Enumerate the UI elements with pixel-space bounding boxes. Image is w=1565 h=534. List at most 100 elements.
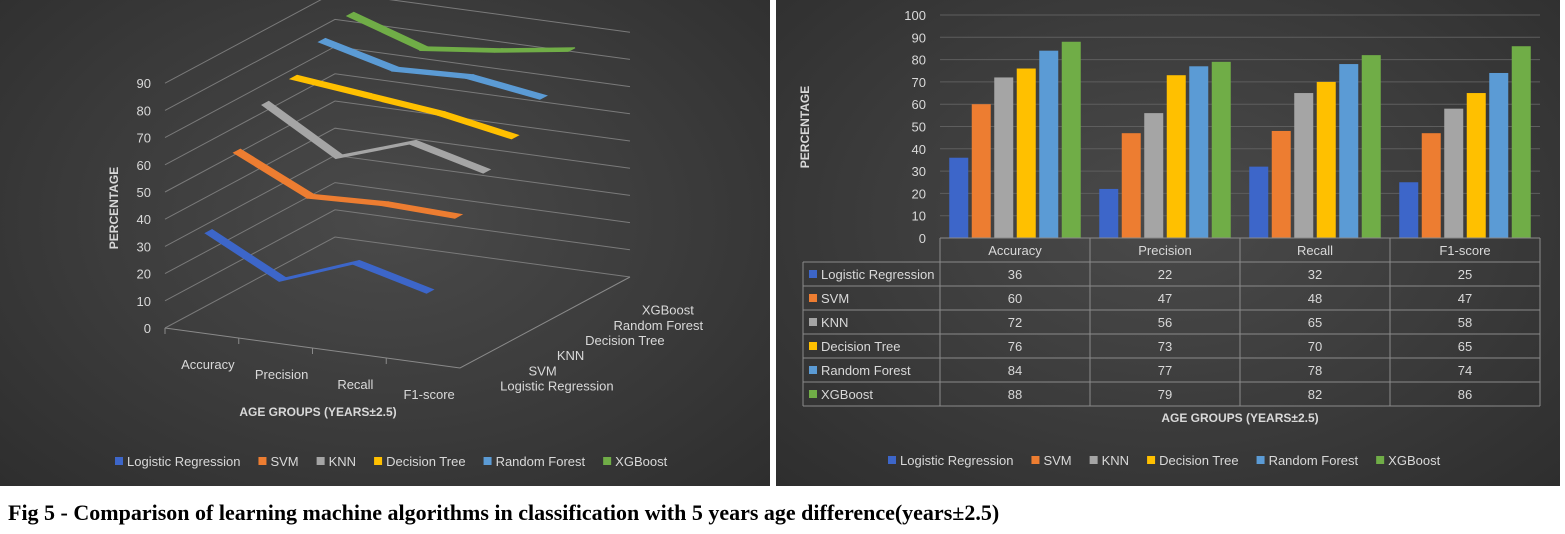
bar bbox=[1144, 113, 1164, 238]
table-cell: 60 bbox=[1008, 291, 1022, 306]
table-row: Random Forest 84 77 78 74 bbox=[809, 363, 1472, 378]
line-segment bbox=[464, 74, 548, 100]
bar bbox=[1016, 68, 1036, 239]
y-tick-label: 30 bbox=[137, 239, 151, 254]
legend-swatch bbox=[888, 456, 896, 464]
table-cell: 79 bbox=[1158, 387, 1172, 402]
table-cell: 78 bbox=[1308, 363, 1322, 378]
legend-label: Decision Tree bbox=[1159, 453, 1238, 468]
line-segment bbox=[232, 148, 316, 199]
gridline bbox=[164, 73, 631, 166]
series-knn bbox=[261, 100, 492, 174]
line-segment bbox=[204, 229, 287, 282]
y-tick-label: 80 bbox=[137, 103, 151, 118]
legend-swatch bbox=[1256, 456, 1265, 464]
legend-key bbox=[809, 390, 817, 398]
legend-label: Random Forest bbox=[1269, 453, 1359, 468]
bar-chart: 0 10 20 30 40 50 60 70 80 90 100 PERCENTAGE Accuracy… bbox=[798, 8, 1541, 468]
legend-item-xgboost: XGBoost bbox=[603, 454, 668, 469]
bar bbox=[1316, 81, 1336, 239]
y-tick-label: 0 bbox=[144, 321, 151, 336]
x-tick-label: Recall bbox=[337, 377, 373, 392]
legend-label: Logistic Regression bbox=[127, 454, 240, 469]
legend-label: KNN bbox=[329, 454, 356, 469]
bar-chart-panel: 0 10 20 30 40 50 60 70 80 90 100 PERCENTAGE Accuracy… bbox=[776, 0, 1560, 486]
line-chart-3d-panel: 0 10 20 30 40 50 60 70 80 90 Accuracy Precision Reca… bbox=[0, 0, 770, 486]
bar bbox=[1189, 66, 1209, 238]
legend-item-random-forest: Random Forest bbox=[483, 454, 586, 469]
line-segment bbox=[379, 201, 464, 219]
line-segment bbox=[362, 92, 446, 116]
figure-caption: Fig 5 - Comparison of learning machine a… bbox=[8, 500, 1000, 525]
table-cell: 76 bbox=[1008, 339, 1022, 354]
y-tick-label: 60 bbox=[912, 97, 926, 112]
y-tick-label: 90 bbox=[137, 76, 151, 91]
line-segment bbox=[278, 260, 360, 282]
line-segment bbox=[418, 46, 504, 53]
legend-swatch bbox=[1089, 456, 1098, 464]
legend-key bbox=[809, 366, 817, 374]
series-random-forest bbox=[317, 37, 548, 100]
bar bbox=[1399, 182, 1419, 238]
legend-item-svm: SVM bbox=[1031, 453, 1072, 468]
table-cell: 73 bbox=[1158, 339, 1172, 354]
gridline bbox=[164, 0, 631, 84]
table-cell: 47 bbox=[1158, 291, 1172, 306]
line-chart-3d: 0 10 20 30 40 50 60 70 80 90 Accuracy Precision Reca… bbox=[107, 0, 703, 469]
row-label: Decision Tree bbox=[821, 339, 900, 354]
x-axis-title: AGE GROUPS (YEARS±2.5) bbox=[239, 405, 396, 419]
table-cell: 77 bbox=[1158, 363, 1172, 378]
series-svm bbox=[232, 148, 464, 219]
legend-item-svm: SVM bbox=[258, 454, 299, 469]
table-cell: 48 bbox=[1308, 291, 1322, 306]
line-segment bbox=[288, 74, 373, 98]
bar bbox=[1061, 41, 1081, 239]
table-cell: 82 bbox=[1308, 387, 1322, 402]
legend-item-logistic-regression: Logistic Regression bbox=[888, 453, 1013, 468]
x-axis-title: AGE GROUPS (YEARS±2.5) bbox=[1161, 411, 1318, 425]
series-xgboost bbox=[345, 11, 576, 53]
legend-item-knn: KNN bbox=[316, 454, 356, 469]
y-tick-label: 50 bbox=[912, 120, 926, 135]
legend-item-random-forest: Random Forest bbox=[1256, 453, 1359, 468]
bar bbox=[1466, 93, 1486, 238]
data-table: Accuracy Precision Recall F1-score Logistic … bbox=[802, 237, 1541, 407]
y-tick-label: 50 bbox=[137, 185, 151, 200]
bar bbox=[1294, 93, 1314, 238]
legend-swatch bbox=[1376, 456, 1385, 464]
y-tick-label: 70 bbox=[137, 131, 151, 146]
table-cell: 47 bbox=[1458, 291, 1472, 306]
x-tick-label: F1-score bbox=[1439, 243, 1490, 258]
legend-key bbox=[809, 270, 817, 278]
table-row: SVM 60 47 48 47 bbox=[809, 291, 1472, 306]
y-tick-label: 80 bbox=[912, 53, 926, 68]
legend-label: Logistic Regression bbox=[900, 453, 1013, 468]
line-segment bbox=[494, 47, 576, 53]
depth-tick-label: Logistic Regression bbox=[500, 378, 613, 393]
table-cell: 84 bbox=[1008, 363, 1022, 378]
legend-label: Decision Tree bbox=[386, 454, 465, 469]
gridline bbox=[164, 182, 631, 275]
legend-swatch bbox=[1147, 456, 1156, 464]
y-tick-label: 0 bbox=[919, 231, 926, 246]
line-segment bbox=[335, 139, 417, 160]
bar bbox=[1511, 46, 1531, 238]
gridline bbox=[164, 100, 631, 193]
legend-label: XGBoost bbox=[615, 454, 667, 469]
row-label: XGBoost bbox=[821, 387, 873, 402]
x-tick-label: Accuracy bbox=[988, 243, 1042, 258]
line-segment bbox=[261, 100, 344, 160]
gridline bbox=[164, 209, 631, 302]
gridline bbox=[164, 236, 631, 329]
y-tick-label: 40 bbox=[912, 142, 926, 157]
table-cell: 22 bbox=[1158, 267, 1172, 282]
legend-label: XGBoost bbox=[1388, 453, 1440, 468]
depth-tick-label: Decision Tree bbox=[585, 333, 664, 348]
series-xgboost bbox=[1061, 41, 1531, 239]
line-segment bbox=[408, 139, 492, 174]
legend-key bbox=[809, 294, 817, 302]
gridline bbox=[164, 18, 631, 111]
bar bbox=[971, 104, 991, 238]
line-segment bbox=[345, 11, 429, 52]
table-cell: 25 bbox=[1458, 267, 1472, 282]
